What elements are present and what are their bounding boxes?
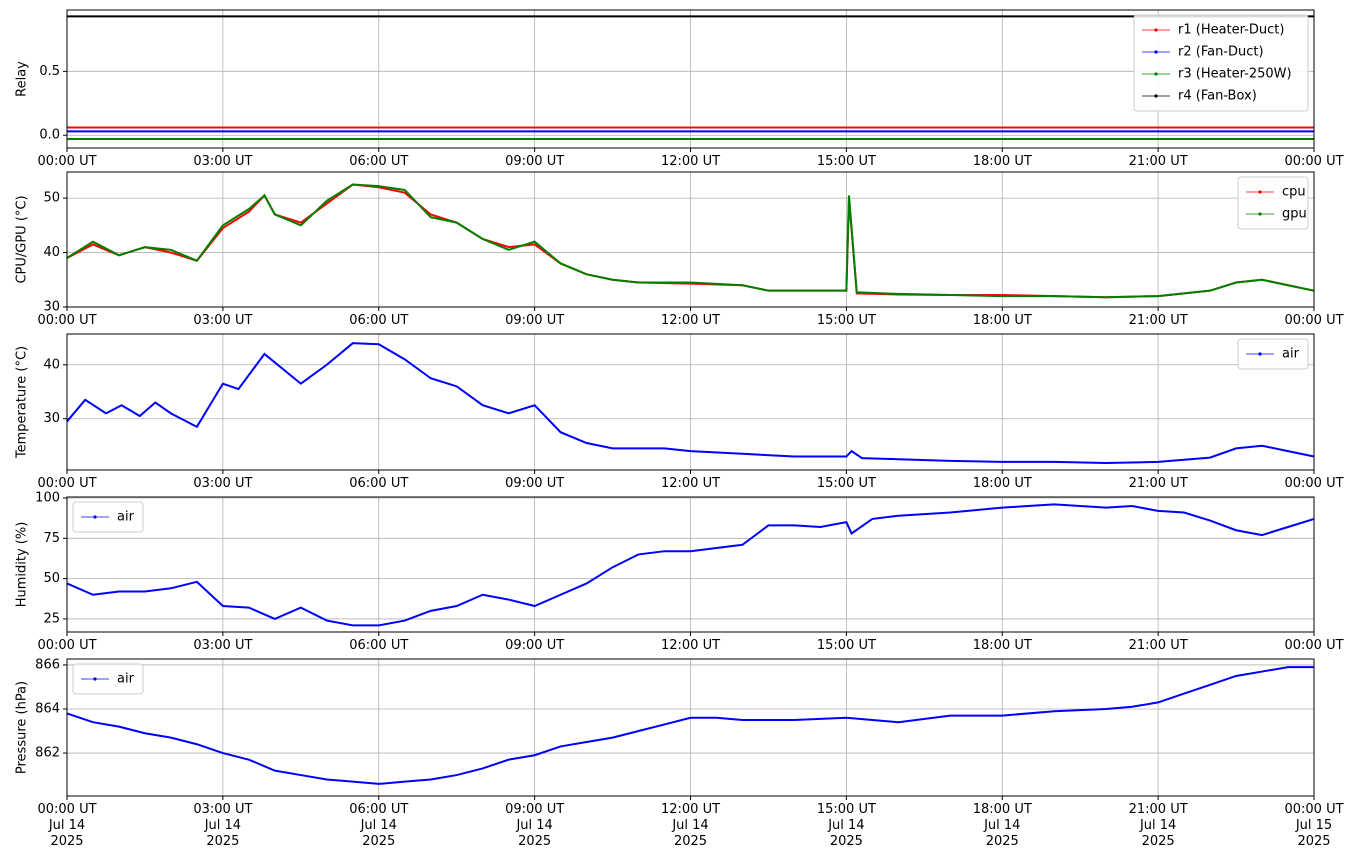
x-tick-label: 03:00 UT — [193, 638, 253, 653]
x-tick-label: 06:00 UT Jul 14 2025 — [349, 802, 409, 849]
legend-marker — [1154, 50, 1158, 54]
x-tick-label: 00:00 UT Jul 15 2025 — [1284, 802, 1344, 849]
legend-marker — [1154, 28, 1158, 32]
legend-label: air — [1282, 347, 1300, 362]
y-tick-label: 866 — [35, 657, 60, 672]
legend-label: r4 (Fan-Box) — [1178, 89, 1257, 104]
x-tick-label: 12:00 UT — [660, 476, 721, 491]
y-axis-label: Temperature (°C) — [15, 346, 30, 459]
x-tick-label: 15:00 UT — [816, 638, 876, 653]
x-tick-label: 12:00 UT — [660, 313, 721, 328]
legend-label: air — [117, 510, 135, 525]
x-tick-label: 00:00 UT — [1284, 638, 1344, 653]
x-tick-label: 15:00 UT Jul 14 2025 — [816, 802, 876, 849]
y-tick-label: 0.0 — [39, 128, 60, 143]
legend-box — [1237, 176, 1309, 230]
plot-frame — [66, 333, 1315, 471]
y-tick-label: 40 — [43, 245, 60, 260]
x-tick-label: 00:00 UT Jul 14 2025 — [37, 802, 97, 849]
x-tick-label: 00:00 UT — [37, 313, 97, 328]
legend-marker — [1154, 94, 1158, 98]
legend-label: air — [117, 672, 135, 687]
y-tick-label: 25 — [43, 611, 60, 626]
x-tick-label: 15:00 UT — [816, 476, 876, 491]
y-tick-label: 30 — [43, 411, 60, 426]
legend-label: r1 (Heater-Duct) — [1178, 23, 1284, 38]
x-tick-label: 00:00 UT — [1284, 154, 1344, 169]
x-tick-label: 09:00 UT — [505, 476, 565, 491]
x-tick-label: 21:00 UT — [1128, 313, 1188, 328]
legend-label: gpu — [1282, 207, 1307, 222]
x-tick-label: 06:00 UT — [349, 313, 409, 328]
x-tick-label: 06:00 UT — [349, 154, 409, 169]
y-tick-label: 864 — [35, 701, 60, 716]
x-tick-label: 15:00 UT — [816, 154, 876, 169]
x-tick-label: 18:00 UT — [972, 638, 1032, 653]
x-tick-label: 03:00 UT — [193, 154, 253, 169]
series-line — [66, 666, 1314, 785]
x-tick-label: 09:00 UT — [505, 638, 565, 653]
x-tick-label: 06:00 UT — [349, 638, 409, 653]
legend-marker — [93, 677, 97, 681]
legend-marker — [1154, 72, 1158, 76]
x-tick-label: 18:00 UT Jul 14 2025 — [972, 802, 1032, 849]
x-tick-label: 21:00 UT — [1128, 638, 1188, 653]
legend-label: cpu — [1282, 185, 1306, 200]
x-tick-label: 18:00 UT — [972, 154, 1032, 169]
legend-box — [1133, 14, 1309, 112]
plot-frame — [66, 496, 1315, 633]
x-tick-label: 12:00 UT — [660, 154, 721, 169]
x-tick-label: 12:00 UT Jul 14 2025 — [660, 802, 721, 849]
x-tick-label: 06:00 UT — [349, 476, 409, 491]
x-tick-label: 00:00 UT — [37, 476, 97, 491]
plot-frame — [66, 9, 1315, 149]
x-tick-label: 00:00 UT — [37, 154, 97, 169]
x-tick-label: 03:00 UT — [193, 476, 253, 491]
x-tick-label: 03:00 UT — [193, 313, 253, 328]
series-line — [66, 503, 1315, 627]
y-axis-label: CPU/GPU (°C) — [15, 195, 30, 283]
y-tick-label: 30 — [43, 300, 60, 315]
x-tick-label: 18:00 UT — [972, 476, 1032, 491]
legend-label: r2 (Fan-Duct) — [1178, 45, 1264, 60]
plot-frame — [66, 171, 1315, 308]
y-tick-label: 50 — [43, 571, 60, 586]
y-tick-label: 75 — [43, 531, 60, 546]
x-tick-label: 21:00 UT — [1128, 154, 1188, 169]
x-tick-label: 00:00 UT — [1284, 313, 1344, 328]
x-tick-label: 00:00 UT — [1284, 476, 1344, 491]
y-tick-label: 100 — [35, 490, 60, 505]
legend-marker — [1258, 212, 1262, 216]
x-tick-label: 09:00 UT — [505, 154, 565, 169]
y-tick-label: 0.5 — [39, 64, 60, 79]
y-axis-label: Pressure (hPa) — [15, 681, 30, 774]
plot-frame — [66, 658, 1315, 797]
y-axis-label: Relay — [15, 61, 30, 97]
x-tick-label: 09:00 UT Jul 14 2025 — [505, 802, 565, 849]
x-tick-label: 12:00 UT — [660, 638, 721, 653]
x-tick-label: 15:00 UT — [816, 313, 876, 328]
legend-label: r3 (Heater-250W) — [1178, 67, 1292, 82]
series-line — [66, 342, 1315, 464]
legend-marker — [1258, 352, 1262, 356]
x-tick-label: 18:00 UT — [972, 313, 1032, 328]
x-tick-label: 21:00 UT Jul 14 2025 — [1128, 802, 1188, 849]
legend-marker — [1258, 190, 1262, 194]
y-tick-label: 50 — [43, 191, 60, 206]
y-tick-label: 40 — [43, 357, 60, 372]
x-tick-label: 09:00 UT — [505, 313, 565, 328]
x-tick-label: 03:00 UT Jul 14 2025 — [193, 802, 253, 849]
series-line — [66, 183, 1315, 299]
y-tick-label: 862 — [35, 746, 60, 761]
y-axis-label: Humidity (%) — [15, 522, 30, 608]
x-tick-label: 00:00 UT — [37, 638, 97, 653]
legend-marker — [93, 515, 97, 519]
x-tick-label: 21:00 UT — [1128, 476, 1188, 491]
